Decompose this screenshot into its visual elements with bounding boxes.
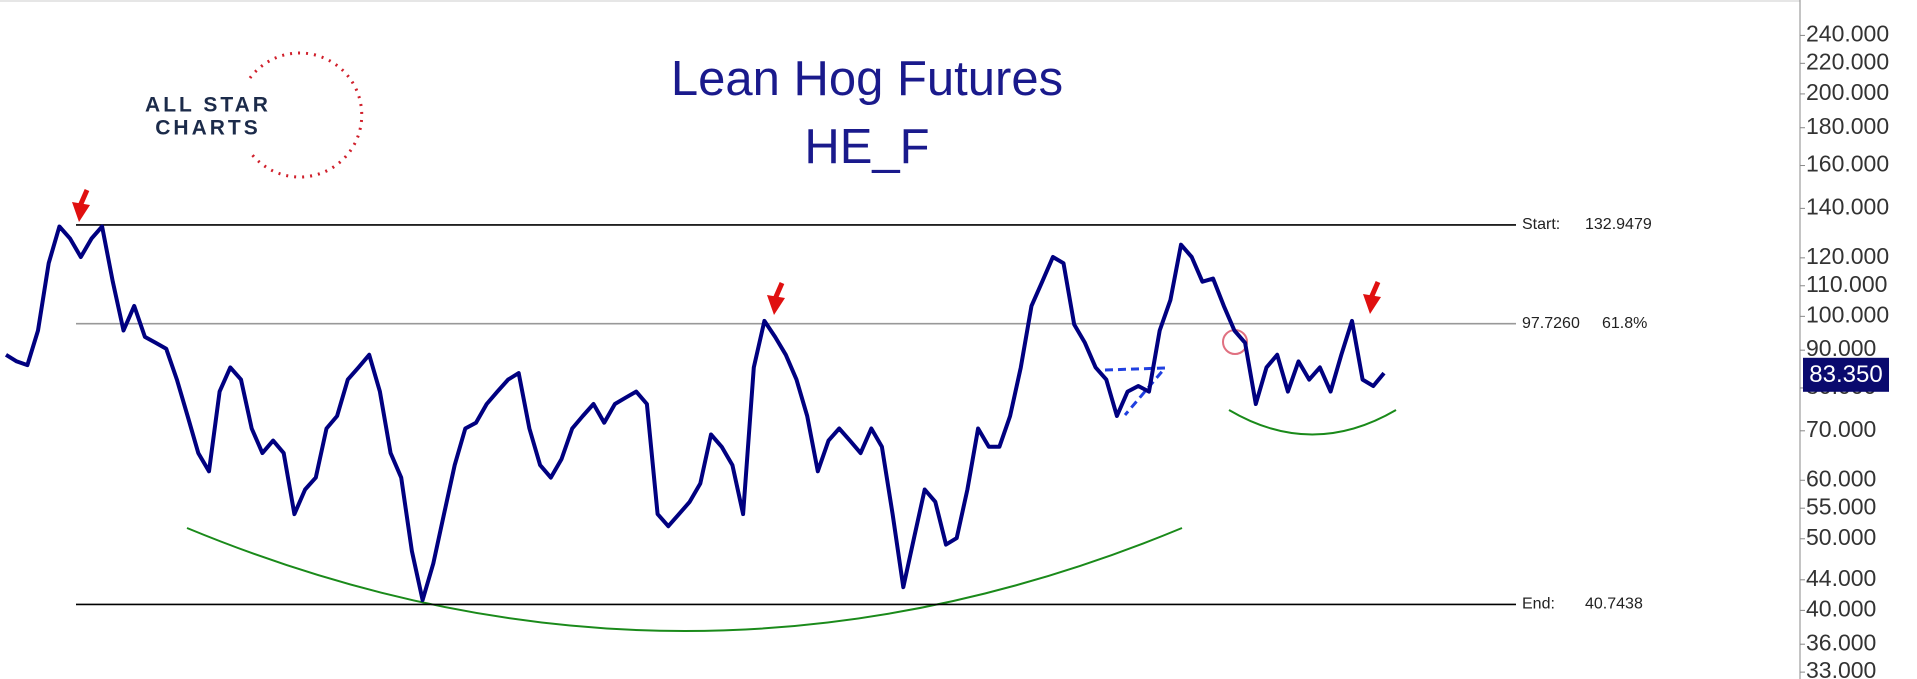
y-tick-label: 220.000 xyxy=(1806,48,1889,74)
y-tick-label: 44.000 xyxy=(1806,565,1876,591)
y-tick-label: 240.000 xyxy=(1806,20,1889,46)
logo-text: ALL STAR xyxy=(145,94,271,117)
chart-title: Lean Hog Futures xyxy=(671,52,1063,106)
y-tick-label: 140.000 xyxy=(1806,193,1889,219)
level-name: Start: xyxy=(1522,216,1560,233)
arrow-head xyxy=(72,202,90,222)
y-tick-label: 36.000 xyxy=(1806,629,1876,655)
dashed-shape xyxy=(1104,366,1169,416)
level-label: 40.7438 xyxy=(1585,596,1643,613)
y-tick-label: 90.000 xyxy=(1806,335,1876,361)
y-tick-label: 55.000 xyxy=(1806,493,1876,519)
y-tick-label: 180.000 xyxy=(1806,113,1889,139)
last-value-box xyxy=(1803,357,1889,392)
level-ratio: 61.8% xyxy=(1602,315,1647,332)
y-tick-label: 200.000 xyxy=(1806,79,1889,105)
y-tick-label: 50.000 xyxy=(1806,524,1876,550)
arrow-head xyxy=(767,295,785,315)
handle-arc xyxy=(1228,409,1397,436)
y-tick-label: 120.000 xyxy=(1806,243,1889,269)
arrow-head xyxy=(1363,294,1381,314)
y-tick-label: 60.000 xyxy=(1806,465,1876,491)
arrow xyxy=(77,188,90,208)
last-value-label: 83.350 xyxy=(1809,361,1882,388)
y-tick-label: 160.000 xyxy=(1806,151,1889,177)
arrow xyxy=(772,281,785,301)
logo-text: CHARTS xyxy=(155,117,261,140)
level-name: End: xyxy=(1522,596,1555,613)
y-tick-label: 110.000 xyxy=(1806,271,1887,297)
price-line xyxy=(4,224,1386,603)
y-tick-label: 40.000 xyxy=(1806,595,1876,621)
chart-subtitle: HE_F xyxy=(804,120,929,174)
arrows xyxy=(72,188,1381,315)
cup-arc xyxy=(186,527,1183,632)
y-tick-label: 70.000 xyxy=(1806,416,1876,442)
logo: ALL STAR CHARTS xyxy=(145,51,364,179)
level-label: 97.7260 xyxy=(1522,315,1580,332)
y-tick-label: 33.000 xyxy=(1806,657,1876,679)
y-tick-label: 100.000 xyxy=(1806,301,1889,327)
level-label: 132.9479 xyxy=(1585,216,1652,233)
arrow xyxy=(1368,280,1381,300)
